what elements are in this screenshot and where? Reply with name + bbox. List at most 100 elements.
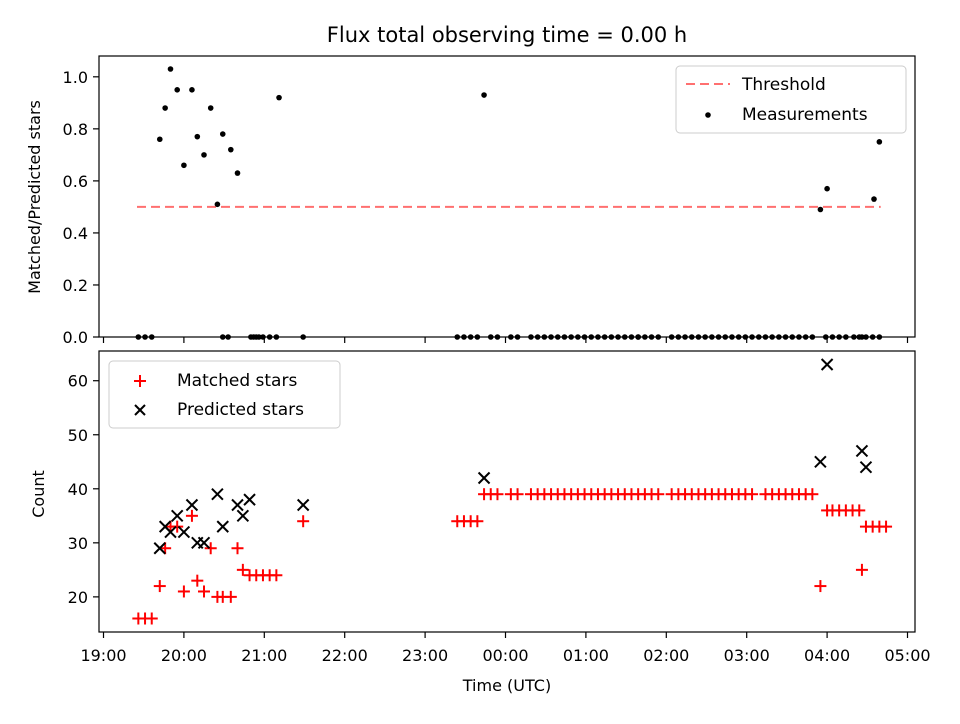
measurement-point-zero	[822, 334, 829, 340]
matched-star-point	[855, 563, 868, 576]
measurement-point-zero	[219, 334, 226, 340]
measurement-point-zero	[702, 334, 708, 340]
measurement-point	[156, 136, 163, 143]
measurement-point-zero	[782, 334, 789, 340]
bottom-y-tick-label: 40	[68, 480, 88, 499]
measurement-point	[194, 133, 201, 140]
measurement-point	[871, 196, 877, 202]
predicted-star-point	[477, 471, 491, 485]
measurement-point-zero	[273, 334, 280, 340]
measurement-point	[260, 334, 266, 340]
top-measurements	[156, 66, 883, 340]
bottom-y-tick-label: 30	[68, 534, 88, 553]
measurement-point	[181, 162, 187, 169]
measurement-point	[207, 105, 214, 111]
measurement-point-zero	[135, 334, 142, 340]
x-tick-label: 05:00	[884, 646, 930, 665]
matched-star-point	[224, 590, 237, 603]
measurement-point	[824, 185, 830, 192]
measurement-point-zero	[762, 334, 769, 340]
matched-star-point	[171, 520, 184, 533]
x-tick-label: 22:00	[322, 646, 368, 665]
measurement-point-zero	[802, 334, 809, 340]
measurement-point	[276, 94, 282, 101]
top-panel: 0.0 0.2 0.4 0.6 0.8 1.0 Matched/Predicted sta…	[25, 55, 916, 347]
measurement-point	[755, 334, 762, 340]
measurement-point-zero	[548, 334, 554, 340]
predicted-star-point	[855, 444, 869, 458]
legend-measurements-swatch	[705, 112, 711, 118]
legend-matched-swatch	[134, 375, 146, 387]
measurement-point-zero	[715, 334, 722, 340]
top-legend-box	[675, 65, 907, 134]
measurement-point	[300, 334, 306, 340]
measurement-point-zero	[581, 334, 588, 340]
matched-star-point	[191, 574, 204, 587]
measurement-point-zero	[769, 334, 775, 340]
measurement-point-zero	[568, 334, 574, 340]
measurement-point-zero	[621, 334, 628, 340]
measurement-point-zero	[876, 334, 883, 340]
measurement-point-zero	[809, 334, 816, 340]
x-tick-label: 01:00	[563, 646, 609, 665]
measurement-point-zero	[642, 334, 648, 340]
measurement-point-zero	[789, 334, 796, 340]
measurement-point-zero	[675, 334, 682, 340]
bottom-y-axis-label: Count	[29, 470, 48, 518]
x-tick-label: 21:00	[241, 646, 287, 665]
bottom-y-tick-label: 60	[68, 372, 88, 391]
measurement-point	[876, 139, 883, 145]
measurement-point	[167, 66, 174, 72]
top-zero-measurements	[135, 334, 883, 340]
measurement-point	[228, 146, 234, 153]
measurement-point-zero	[508, 334, 514, 340]
measurement-point-zero	[601, 334, 608, 340]
predicted-star-point	[177, 525, 191, 539]
predicted-star-point	[153, 542, 166, 555]
measurement-point	[635, 334, 641, 340]
matched-star-point	[198, 585, 210, 598]
measurement-point-zero	[615, 334, 621, 340]
matched-star-point	[153, 580, 166, 593]
measurement-point-zero	[588, 334, 595, 340]
measurement-point-zero	[709, 334, 715, 340]
measurement-point-zero	[494, 334, 501, 340]
measurement-point-zero	[648, 334, 655, 340]
matched-star-point	[204, 542, 217, 555]
matched-stars-series	[132, 488, 893, 625]
legend-threshold-label: Threshold	[741, 75, 826, 95]
measurement-point-zero	[467, 334, 474, 340]
x-tick-label: 04:00	[804, 646, 850, 665]
top-y-ticks: 0.0 0.2 0.4 0.6 0.8 1.0	[63, 68, 99, 347]
measurement-point-zero	[729, 334, 735, 340]
matched-star-point	[814, 580, 827, 593]
bottom-y-ticks: 20 30 40 50 60	[68, 372, 99, 607]
predicted-star-point	[170, 509, 184, 523]
predicted-star-point	[211, 487, 224, 501]
predicted-star-point	[197, 536, 211, 550]
bottom-x-ticks: 19:00 20:00 21:00 22:00 23:00 00:00 01:00 02:00…	[80, 632, 931, 665]
measurement-point	[189, 87, 195, 93]
matched-star-point	[652, 488, 665, 501]
measurement-point-zero	[454, 334, 461, 340]
measurement-point-zero	[608, 334, 615, 340]
matched-star-point	[471, 515, 484, 528]
measurement-point-zero	[575, 334, 581, 340]
measurement-point-zero	[843, 334, 849, 340]
predicted-star-point	[859, 460, 873, 474]
matched-star-point	[880, 520, 893, 533]
top-y-tick-label: 0.8	[63, 120, 88, 139]
measurement-point-zero	[735, 334, 742, 340]
x-tick-label: 23:00	[402, 646, 448, 665]
matched-star-point	[806, 488, 819, 501]
x-tick-label: 20:00	[161, 646, 207, 665]
matched-star-point	[185, 509, 198, 522]
x-tick-label: 02:00	[643, 646, 689, 665]
measurement-point-zero	[668, 334, 675, 340]
x-tick-label: 19:00	[80, 646, 126, 665]
top-y-tick-label: 0.6	[63, 172, 88, 191]
bottom-panel: 20 30 40 50 60 19:00 20:00 21:00 22:00 23:00 00:0…	[29, 350, 931, 695]
matched-star-point	[491, 488, 504, 501]
legend-predicted-label: Predicted stars	[177, 400, 304, 420]
predicted-star-point	[231, 498, 244, 512]
